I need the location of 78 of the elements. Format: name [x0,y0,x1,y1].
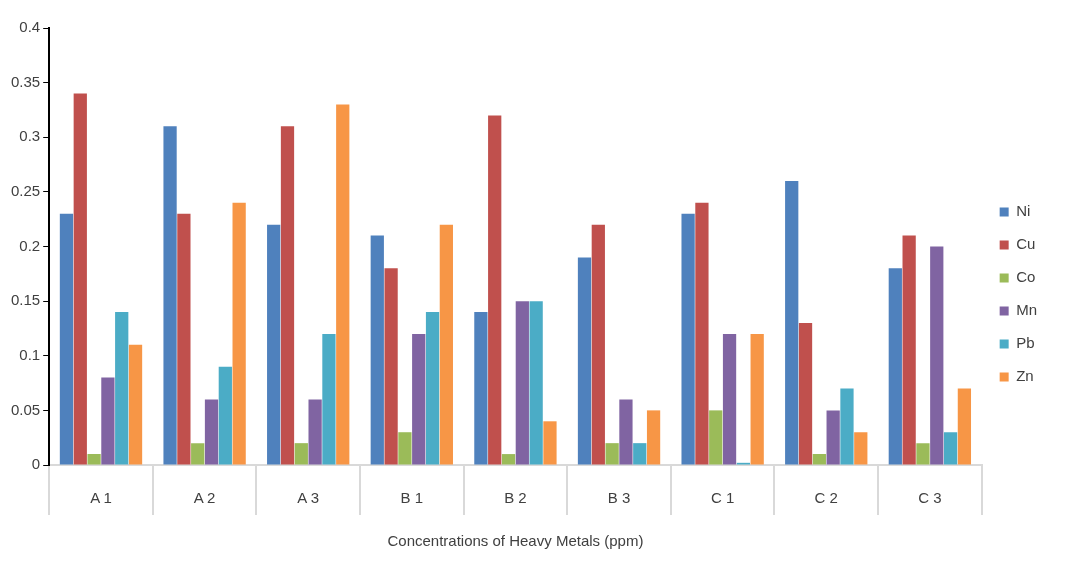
bar [722,333,737,465]
bar [957,388,972,465]
x-tick-label: A 1 [90,489,112,507]
y-tick-label: 0.2 [19,236,41,254]
y-tick-label: 0.15 [10,291,41,309]
y-tick-label: 0.3 [19,127,41,145]
bar [191,443,205,465]
bar [605,443,619,465]
x-tick-label: C 3 [918,489,942,507]
y-tick-label: 0.4 [19,18,41,36]
bar [681,213,695,465]
bar [439,224,453,465]
bar [322,333,336,465]
bar [370,235,384,465]
bar [128,344,143,465]
bar [826,410,840,465]
bar [308,399,322,465]
bar [619,399,633,465]
bar [501,454,516,465]
bar [930,246,944,465]
bar [412,333,426,465]
bar [163,126,177,465]
legend-label: Mn [1016,301,1038,319]
bar [577,257,592,465]
y-tick-label: 0 [31,455,41,473]
bar [280,126,295,465]
y-tick-label: 0.35 [10,72,41,90]
bar [633,443,647,465]
x-tick-label: B 1 [400,489,424,507]
bar [916,443,930,465]
x-tick-label: C 2 [814,489,838,507]
bar [177,213,191,465]
bar [591,224,605,465]
bar [218,366,232,465]
bar [87,454,101,465]
legend-label: Cu [1016,235,1036,253]
bar [529,301,543,465]
x-axis-title: Concentrations of Heavy Metals (ppm) [387,532,644,550]
bar [750,333,764,465]
bar [398,432,412,465]
bar [294,443,308,465]
bar [267,224,281,465]
bar [515,301,529,465]
bar [709,410,723,465]
y-tick-label: 0.05 [10,400,41,418]
bar [101,377,115,465]
bar [73,93,87,465]
x-tick-label: A 3 [297,489,320,507]
bar [425,312,440,465]
bar [840,388,854,465]
bar [115,312,129,465]
legend-label: Pb [1016,334,1035,352]
bar [695,202,709,465]
bar [474,312,488,465]
x-tick-label: B 3 [607,489,631,507]
bar [488,115,502,465]
bar [812,454,826,465]
bar [543,421,557,465]
bar [336,104,350,465]
bar [59,213,74,465]
bar [902,235,916,465]
x-tick-label: A 2 [193,489,216,507]
bar [798,322,813,465]
bar [646,410,661,465]
bar [888,268,902,465]
bar [854,432,868,465]
bar [785,180,799,465]
legend-label: Zn [1016,367,1034,385]
x-tick-label: B 2 [504,489,527,507]
y-tick-label: 0.1 [19,345,41,363]
x-tick-label: C 1 [710,489,735,507]
bar [384,268,398,465]
legend-label: Co [1016,268,1036,286]
legend-label: Ni [1016,202,1031,220]
bar [204,399,219,465]
bar [943,432,958,465]
bar [232,202,246,465]
y-tick-label: 0.25 [10,182,41,200]
